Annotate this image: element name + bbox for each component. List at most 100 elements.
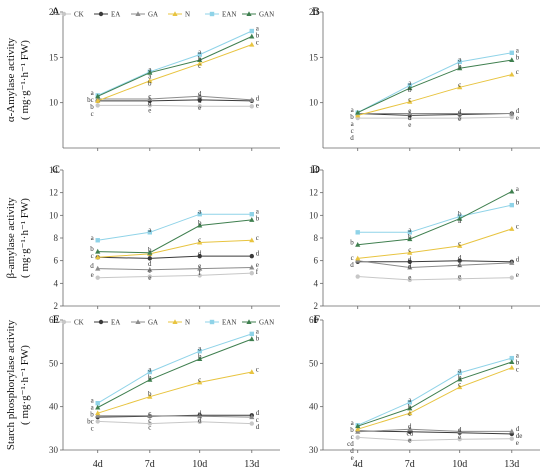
panel-a-significance-letter: a [198, 48, 202, 56]
panel-d-series-ck-point [509, 275, 514, 280]
panel-f-x-tick-label: 4d [353, 459, 363, 470]
panel-b-significance-letter: e [408, 107, 411, 115]
panel-f-series-ck-point [457, 436, 462, 442]
panel-c-significance-letter: c [256, 234, 259, 242]
panel-c-series-ea-point [249, 253, 254, 259]
panel-e-series-ean-point [147, 369, 152, 375]
panel-c-significance-letter: f [256, 268, 259, 276]
panel-f-series-n-point [457, 384, 463, 390]
panel-b-series-ga-point [457, 110, 463, 116]
panel-d-significance-letter: a [458, 217, 462, 225]
panel-d-series-ck-point [355, 274, 360, 279]
panel-b-significance-letter: e [408, 121, 411, 129]
panel-e-significance-letter: b [198, 353, 202, 361]
panel-a-series-ck-line [97, 104, 252, 107]
panel-a-significance-letter: d [148, 100, 152, 108]
panel-c-y-tick-label: 10 [49, 210, 59, 220]
panel-a-series-gan-point [249, 33, 255, 39]
legend-marker-ck [61, 319, 67, 325]
panel-f-significance-letter: e [351, 454, 354, 462]
panel-f-series-ck-point [509, 436, 514, 441]
panel-e-significance-letter: a [91, 404, 95, 412]
panel-e-series-ck-point [197, 419, 202, 425]
panel-a-significance-letter: c [256, 39, 259, 47]
panel-f-significance-letter: a [408, 396, 412, 404]
panel-b-significance-letter: e [458, 115, 461, 123]
panel-c-series-gan-line [97, 219, 252, 254]
legend-label-ck: CK [74, 319, 84, 327]
panel-e-y-tick-label: 30 [49, 445, 59, 455]
legend-marker-gan [246, 319, 252, 324]
panel-f-significance-letter: a [516, 352, 520, 360]
panel-c-y-tick-label: 2 [54, 301, 59, 311]
panel-d-series-n-point [355, 255, 361, 261]
panel-c-series-ga-point [95, 265, 101, 271]
panel-f-significance-letter: c [408, 410, 411, 418]
panel-a-series-ea-point [197, 97, 202, 103]
panel-e-series-n-point [95, 410, 101, 416]
panel-e-significance-letter: d [256, 423, 260, 431]
panel-f-letter: F [313, 312, 320, 326]
panel-a-series-gan-point [197, 57, 203, 63]
panel-c-series-ga-point [197, 265, 203, 271]
panel-d-significance-letter: c [458, 239, 461, 247]
panel-d-series-ea-point [457, 258, 462, 263]
panel-c-series-ga-point [147, 266, 153, 272]
panel-f-significance-letter: e [458, 433, 461, 441]
panel-f-series-n-point [509, 364, 515, 370]
panel-c-y-tick-label: 14 [49, 165, 59, 175]
panel-a-series-ck-point [197, 104, 202, 109]
legend-marker-gan [246, 11, 252, 16]
panel-d-series-ean-point [509, 202, 514, 208]
panel-a-series-ea-line [97, 99, 252, 102]
panel-d-series-gan-line [357, 191, 513, 246]
panel-c-series-ck-point [147, 274, 152, 279]
panel-b-series-gan-point [407, 85, 413, 91]
panel-f-y-tick-label: 30 [309, 445, 319, 455]
panel-e-significance-letter: c [148, 416, 151, 424]
legend-marker-n [172, 319, 178, 324]
panel-c-significance-letter: c [148, 253, 151, 261]
panel-d-significance-letter: c [351, 254, 354, 262]
panel-e-significance-letter: b [148, 390, 152, 398]
panel-d-series-gan-point [509, 188, 515, 194]
panel-f-series-ck-line [357, 436, 512, 442]
legend-marker-ea [98, 11, 104, 17]
panel-e-x-tick-label: 13d [244, 459, 259, 470]
panel-f-series-ga-point [407, 426, 413, 432]
panel-a-significance-letter: c [91, 110, 94, 118]
panel-a-significance-letter: c [198, 62, 201, 70]
panel-d-series-gan-point [355, 242, 361, 247]
row-3-y-axis-unit: ( mg·g⁻¹·h⁻¹ FW) [19, 345, 31, 425]
panel-e-series-ck-point [147, 421, 152, 426]
panel-a-series-n-point [197, 60, 203, 66]
panel-e-x-tick-label: 4d [93, 459, 103, 470]
panel-d-series-ea-line [357, 260, 512, 263]
legend-marker-ga [135, 11, 141, 16]
panel-a-series-n-point [95, 98, 101, 103]
panel-f-series-ean-line [357, 357, 512, 426]
panel-c-significance-letter: d [256, 250, 260, 258]
panel-f-series-ea-line [357, 430, 512, 435]
panel-d-y-tick-label: 2 [314, 301, 319, 311]
panel-b-significance-letter: a [351, 120, 355, 128]
panel-c-series-n-line [97, 239, 252, 258]
panel-e-x-tick-label: 7d [145, 459, 155, 470]
panel-f-significance-letter: d [350, 447, 354, 455]
panel-c-significance-letter: a [148, 226, 152, 234]
panel-a-series-ck-point [95, 103, 100, 108]
panel-b-significance-letter: c [458, 81, 461, 89]
panel-a-letter: A [51, 4, 60, 18]
panel-b-y-tick-label: 20 [309, 7, 319, 17]
panel-f-significance-letter: c [351, 433, 354, 441]
panel-c-series-ck-point [95, 275, 100, 280]
panel-c-y-tick-label: 6 [54, 256, 59, 266]
panel-c-series-n-point [197, 239, 203, 245]
row-2-y-axis-unit: ( mg·g⁻¹·h⁻¹ FW) [19, 198, 31, 278]
legend-label-ea: EA [111, 319, 120, 327]
panel-f-significance-letter: d [458, 426, 462, 434]
panel-e-x-tick-label: 10d [192, 459, 207, 470]
panel-d-series-gan-point [457, 215, 463, 221]
panel-a-series-ck-point [147, 103, 152, 108]
panel-f-series-ga-point [509, 428, 515, 434]
